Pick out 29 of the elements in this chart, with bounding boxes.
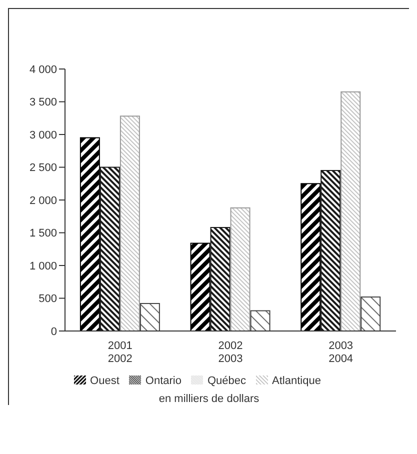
bar [210, 227, 230, 331]
bar [230, 207, 250, 331]
legend-label: Atlantique [272, 375, 321, 387]
y-tick-label: 1 500 [29, 228, 57, 240]
bar [140, 302, 160, 331]
x-tick-label: 2002 2003 [218, 340, 243, 365]
legend-label: Ontario [145, 375, 182, 387]
y-tick-label: 1 000 [29, 260, 57, 272]
bar [300, 183, 321, 331]
text: en milliers de dollars [158, 393, 260, 405]
legend-label: Québec [207, 375, 246, 387]
bar [360, 296, 381, 331]
bar [340, 91, 361, 331]
bar [190, 242, 210, 331]
bar [100, 166, 120, 331]
y-tick-label: 500 [38, 293, 57, 306]
y-tick-label: 2 000 [29, 194, 57, 207]
bar [80, 137, 100, 331]
x-tick-label: 2003 2004 [328, 340, 354, 365]
bar [320, 170, 341, 331]
legend-label: Ouest [90, 375, 120, 387]
y-tick-label: 0 [50, 326, 57, 338]
y-tick-label: 3 500 [29, 96, 57, 109]
y-tick-label: 4 000 [29, 64, 57, 76]
y-tick-label: 2 500 [29, 162, 57, 174]
bar [120, 116, 140, 331]
x-tick-label: 2001 2002 [108, 340, 132, 365]
bar [250, 310, 270, 331]
y-tick-label: 3 000 [29, 129, 57, 142]
